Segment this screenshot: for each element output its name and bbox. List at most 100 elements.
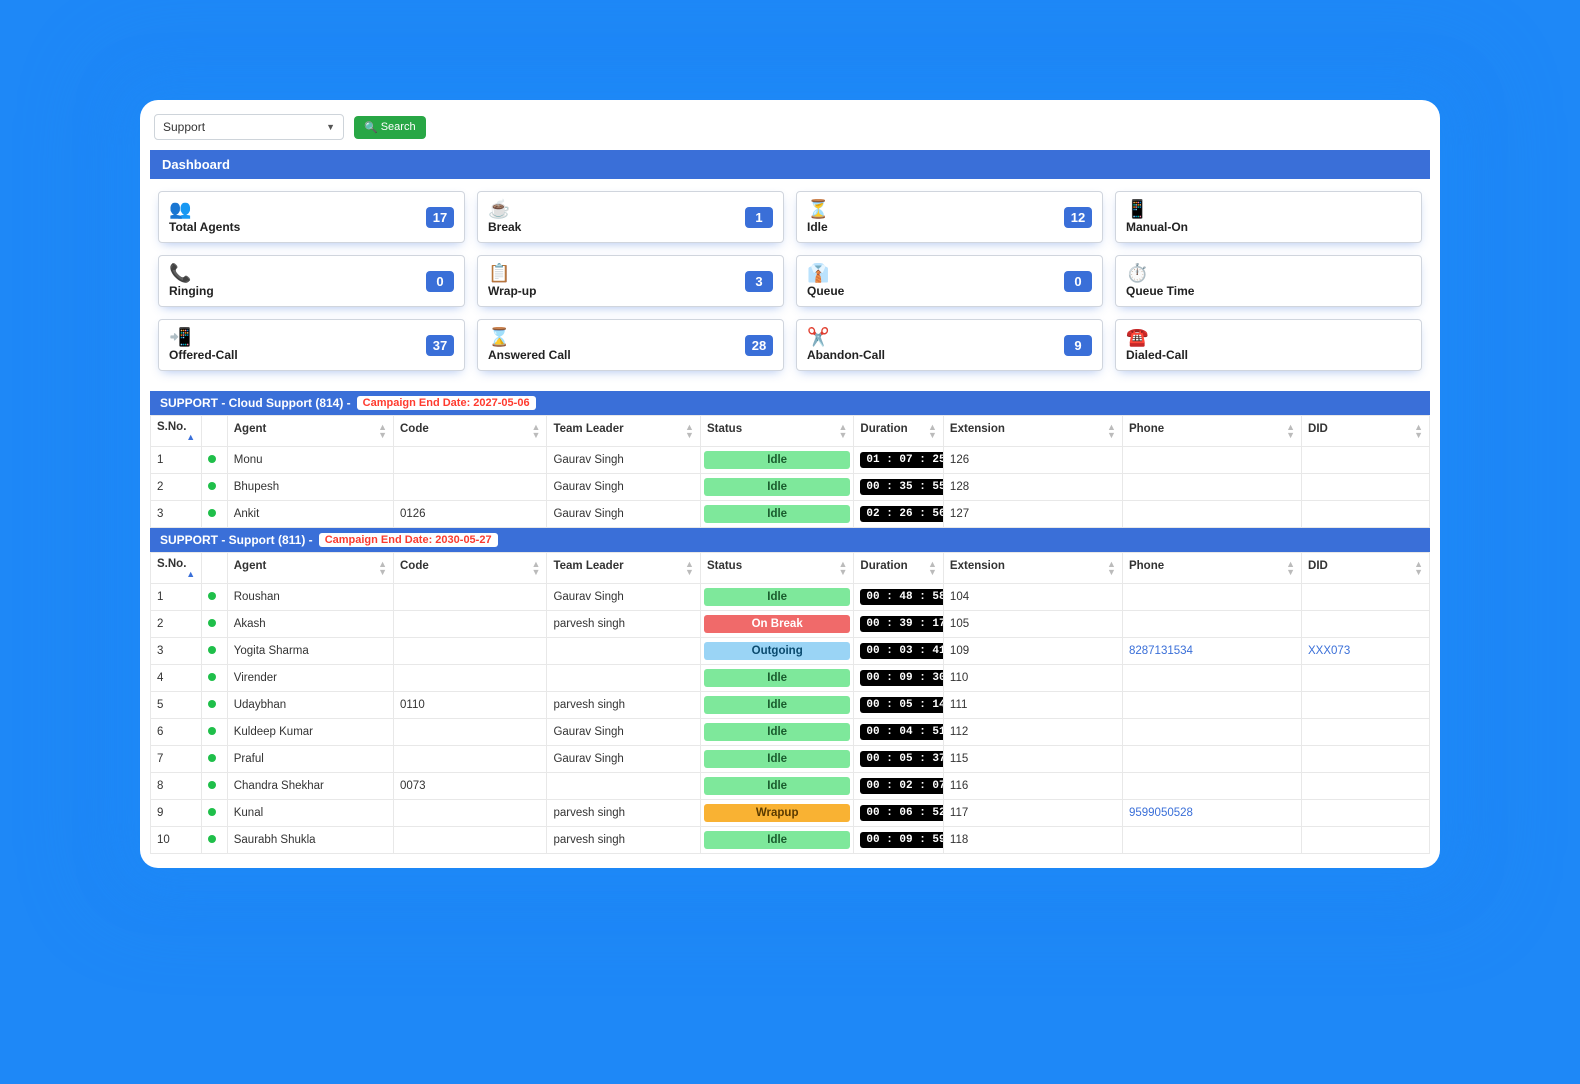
cell-extension: 117 [943,800,1122,827]
duration-pill: 00 : 04 : 51 [860,724,943,740]
cell-agent: Roushan [227,584,393,611]
column-header[interactable]: DID▲▼ [1302,553,1430,584]
cell-phone[interactable]: 8287131534 [1122,638,1301,665]
stat-card[interactable]: 📲Offered-Call37 [158,319,465,371]
stat-card[interactable]: ⏳Idle12 [796,191,1103,243]
column-header[interactable]: Code▲▼ [394,553,547,584]
cell-status: Idle [700,827,853,854]
cell-phone [1122,611,1301,638]
column-header[interactable]: S.No.▲ [151,553,202,584]
column-header[interactable]: Duration▲▼ [854,553,944,584]
online-dot-icon [208,727,216,735]
cell-phone[interactable]: 9599050528 [1122,800,1301,827]
agent-table: S.No.▲ Agent▲▼Code▲▼Team Leader▲▼Status▲▼… [150,552,1430,854]
column-header[interactable]: Extension▲▼ [943,416,1122,447]
stat-value: 37 [426,335,454,356]
stat-label: Idle [807,220,829,234]
column-header[interactable]: Agent▲▼ [227,416,393,447]
cell-code: 0126 [394,501,547,528]
column-header[interactable]: S.No.▲ [151,416,202,447]
stat-label: Break [488,220,521,234]
column-header[interactable]: Team Leader▲▼ [547,416,700,447]
online-dot-icon [208,646,216,654]
stat-card[interactable]: ⌛Answered Call28 [477,319,784,371]
column-header[interactable] [202,553,228,584]
cell-leader: parvesh singh [547,611,700,638]
campaign-select[interactable]: Support ▼ [154,114,344,140]
table-row[interactable]: 8Chandra Shekhar0073Idle00 : 02 : 07116 [151,773,1430,800]
online-dot-icon [208,592,216,600]
column-header[interactable]: Extension▲▼ [943,553,1122,584]
cell-agent: Akash [227,611,393,638]
stat-card[interactable]: 📱Manual-On [1115,191,1422,243]
table-row[interactable]: 3Ankit0126Gaurav SinghIdle02 : 26 : 5612… [151,501,1430,528]
cell-duration: 00 : 09 : 59 [854,827,944,854]
stat-value: 12 [1064,207,1092,228]
phone-link[interactable]: 9599050528 [1129,807,1193,819]
cell-duration: 00 : 35 : 55 [854,474,944,501]
search-icon: 🔍 [364,121,378,134]
column-header[interactable]: Phone▲▼ [1122,416,1301,447]
sort-icon: ▲▼ [378,560,387,576]
cell-code [394,638,547,665]
stat-card[interactable]: ☕Break1 [477,191,784,243]
cell-extension: 112 [943,719,1122,746]
cell-status-dot [202,447,228,474]
section-title: SUPPORT - Cloud Support (814) - [160,396,351,410]
cell-duration: 00 : 02 : 07 [854,773,944,800]
column-header[interactable]: Code▲▼ [394,416,547,447]
table-row[interactable]: 7PrafulGaurav SinghIdle00 : 05 : 37115 [151,746,1430,773]
table-row[interactable]: 1RoushanGaurav SinghIdle00 : 48 : 58104 [151,584,1430,611]
search-button[interactable]: 🔍 Search [354,116,426,139]
cell-leader: Gaurav Singh [547,719,700,746]
cell-status-dot [202,638,228,665]
stat-card[interactable]: 📋Wrap-up3 [477,255,784,307]
column-header[interactable] [202,416,228,447]
cell-sno: 8 [151,773,202,800]
cell-did [1302,719,1430,746]
column-header[interactable]: Status▲▼ [700,553,853,584]
stat-cards-grid: 👥Total Agents17☕Break1⏳Idle12📱Manual-On📞… [150,179,1430,391]
stat-card[interactable]: ✂️Abandon-Call9 [796,319,1103,371]
column-header[interactable]: DID▲▼ [1302,416,1430,447]
cell-code [394,584,547,611]
cell-code [394,474,547,501]
table-row[interactable]: 4VirenderIdle00 : 09 : 30110 [151,665,1430,692]
cell-did [1302,501,1430,528]
online-dot-icon [208,781,216,789]
column-header[interactable]: Duration▲▼ [854,416,944,447]
stat-card[interactable]: 📞Ringing0 [158,255,465,307]
cell-extension: 115 [943,746,1122,773]
table-row[interactable]: 2Akashparvesh singhOn Break00 : 39 : 171… [151,611,1430,638]
table-row[interactable]: 2BhupeshGaurav SinghIdle00 : 35 : 55128 [151,474,1430,501]
table-row[interactable]: 3Yogita SharmaOutgoing00 : 03 : 41109828… [151,638,1430,665]
table-row[interactable]: 9Kunalparvesh singhWrapup00 : 06 : 52117… [151,800,1430,827]
duration-pill: 00 : 03 : 41 [860,643,943,659]
stat-card[interactable]: ☎️Dialed-Call [1115,319,1422,371]
column-header[interactable]: Team Leader▲▼ [547,553,700,584]
cell-did [1302,584,1430,611]
column-header[interactable]: Status▲▼ [700,416,853,447]
stat-card[interactable]: 👔Queue0 [796,255,1103,307]
cell-status: On Break [700,611,853,638]
column-header[interactable]: Phone▲▼ [1122,553,1301,584]
table-row[interactable]: 5Udaybhan0110parvesh singhIdle00 : 05 : … [151,692,1430,719]
cell-code [394,611,547,638]
table-row[interactable]: 1MonuGaurav SinghIdle01 : 07 : 25126 [151,447,1430,474]
cell-status: Outgoing [700,638,853,665]
phone-link[interactable]: 8287131534 [1129,645,1193,657]
cell-duration: 00 : 48 : 58 [854,584,944,611]
column-header[interactable]: Agent▲▼ [227,553,393,584]
online-dot-icon [208,754,216,762]
cell-extension: 109 [943,638,1122,665]
stat-label: Answered Call [488,348,571,362]
cell-status-dot [202,800,228,827]
table-row[interactable]: 10Saurabh Shuklaparvesh singhIdle00 : 09… [151,827,1430,854]
table-row[interactable]: 6Kuldeep KumarGaurav SinghIdle00 : 04 : … [151,719,1430,746]
stat-value: 17 [426,207,454,228]
agent-table: S.No.▲ Agent▲▼Code▲▼Team Leader▲▼Status▲▼… [150,415,1430,528]
stat-card[interactable]: ⏱️Queue Time [1115,255,1422,307]
cell-agent: Praful [227,746,393,773]
stat-card[interactable]: 👥Total Agents17 [158,191,465,243]
stat-value: 3 [745,271,773,292]
